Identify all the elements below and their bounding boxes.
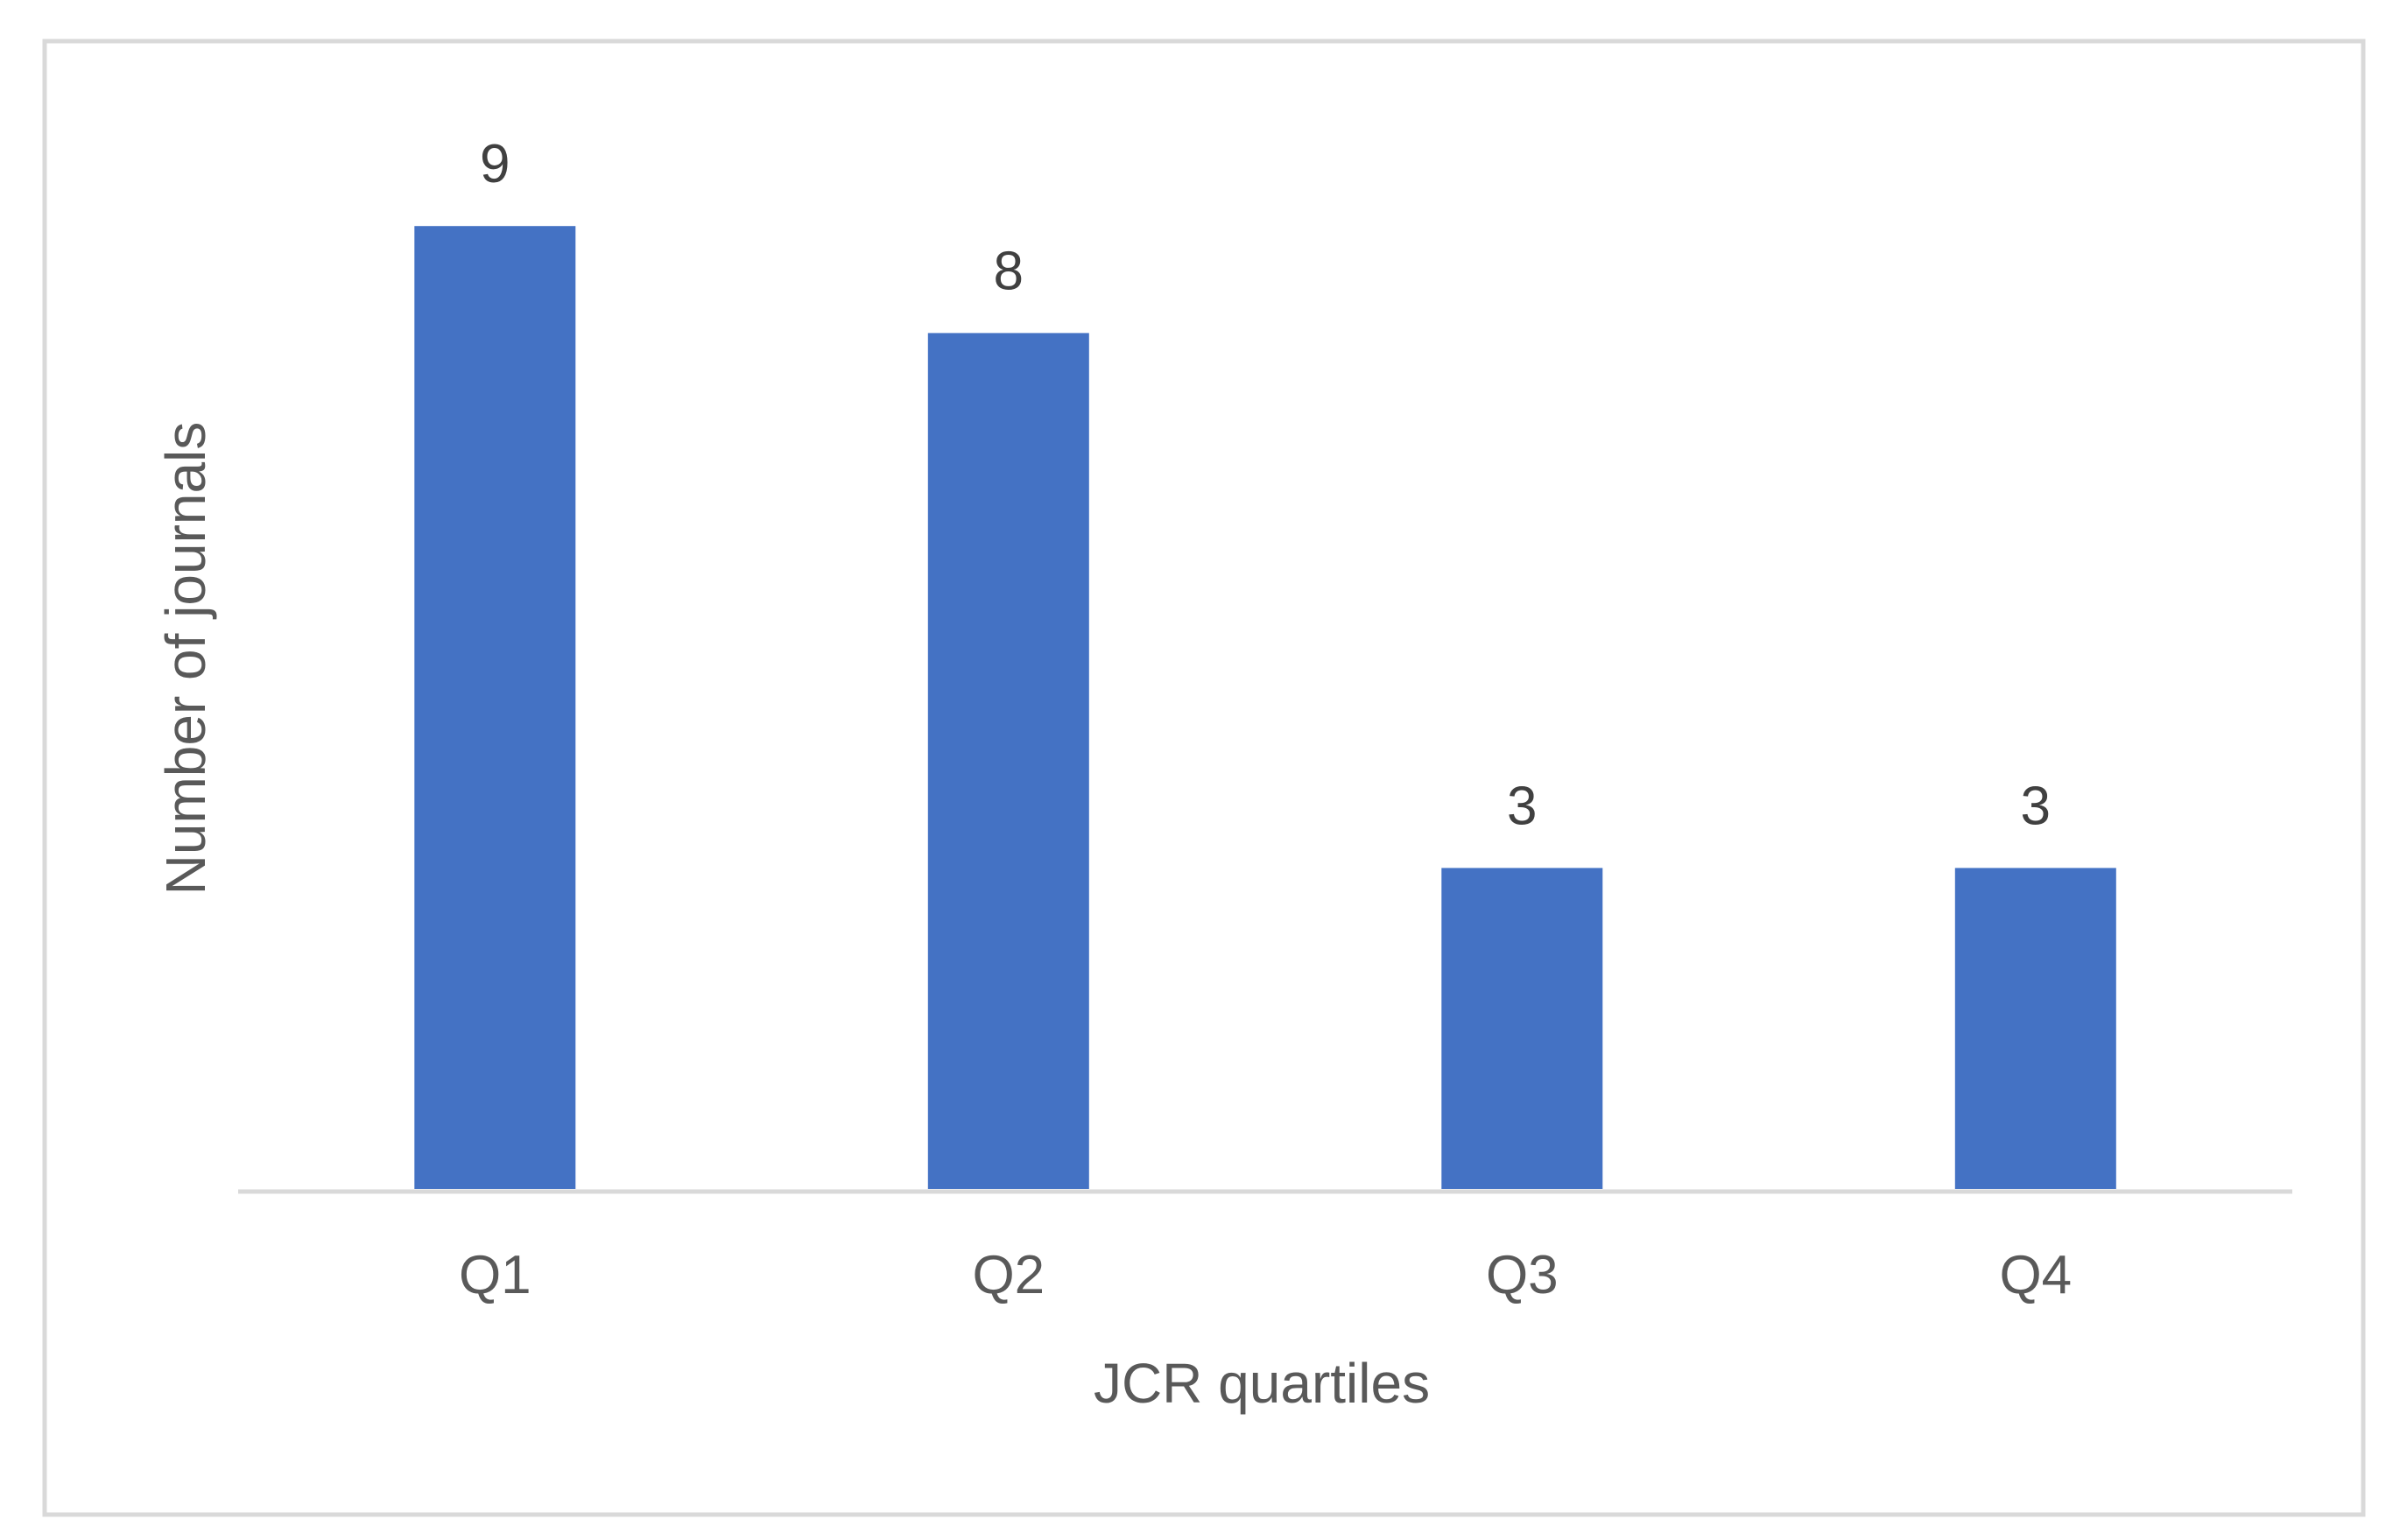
bar-q1 <box>414 226 576 1190</box>
x-tick-label-q4: Q4 <box>1999 1245 2072 1305</box>
bars-group <box>414 226 2116 1190</box>
data-labels-group: 9 8 3 3 <box>480 134 2051 836</box>
bar-q4 <box>1954 868 2116 1189</box>
data-label-q2: 8 <box>994 241 1024 301</box>
data-label-q3: 3 <box>1507 776 1537 836</box>
x-tick-label-q3: Q3 <box>1486 1245 1559 1305</box>
bar-q2 <box>927 333 1089 1189</box>
data-label-q1: 9 <box>480 134 510 194</box>
x-axis-title: JCR quartiles <box>1094 1352 1430 1415</box>
bar-q3 <box>1441 868 1603 1189</box>
y-axis-title: Number of journals <box>154 422 217 896</box>
data-label-q4: 3 <box>2021 776 2051 836</box>
x-tick-labels: Q1 Q2 Q3 Q4 <box>459 1245 2072 1305</box>
x-tick-label-q1: Q1 <box>459 1245 531 1305</box>
x-tick-label-q2: Q2 <box>972 1245 1045 1305</box>
